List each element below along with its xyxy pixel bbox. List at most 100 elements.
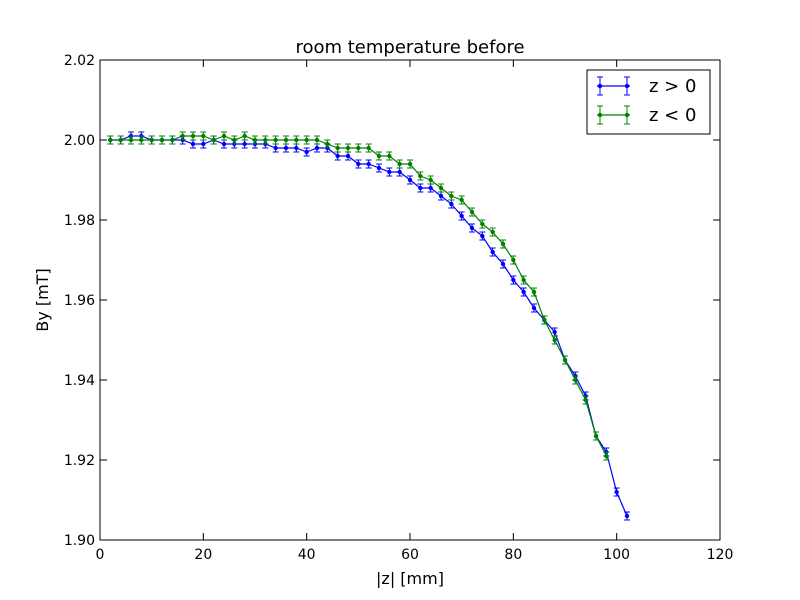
data-point	[170, 137, 175, 143]
data-point	[283, 137, 289, 143]
data-point	[304, 149, 309, 155]
data-point	[366, 161, 371, 167]
legend-entry: z > 0	[597, 76, 696, 97]
data-point	[583, 397, 588, 403]
legend-label: z < 0	[649, 105, 696, 126]
data-point	[314, 145, 320, 151]
data-point	[397, 161, 402, 167]
x-tick-label: 0	[96, 547, 105, 563]
data-point	[500, 241, 506, 247]
data-point	[304, 137, 309, 143]
legend-marker	[597, 83, 603, 89]
data-point	[531, 289, 537, 295]
data-point	[232, 137, 237, 143]
data-point	[407, 161, 413, 167]
legend-entry: z < 0	[597, 105, 696, 126]
data-point	[128, 137, 134, 143]
x-tick-label: 20	[194, 547, 212, 563]
series-z-positive	[107, 131, 630, 521]
data-point	[521, 277, 526, 283]
data-point	[480, 233, 485, 239]
data-point	[211, 137, 216, 143]
data-point	[335, 153, 340, 159]
data-point	[573, 377, 578, 383]
data-point	[397, 169, 402, 175]
data-point	[325, 141, 330, 147]
legend-marker	[624, 83, 630, 89]
data-point	[428, 177, 433, 183]
data-point	[418, 185, 423, 191]
data-point	[345, 153, 351, 159]
plot-frame	[99, 59, 721, 541]
x-tick-label: 100	[603, 547, 630, 563]
data-point	[387, 169, 392, 175]
data-point	[407, 177, 413, 183]
data-point	[490, 229, 495, 235]
data-point	[552, 337, 557, 343]
data-point	[624, 513, 630, 519]
data-point	[118, 137, 123, 143]
data-point	[469, 209, 475, 215]
data-point	[335, 145, 340, 151]
data-point	[221, 133, 227, 139]
x-tick-label: 120	[707, 547, 734, 563]
data-point	[562, 357, 568, 363]
legend-marker	[597, 112, 603, 118]
data-point	[531, 305, 537, 311]
data-point	[604, 453, 609, 459]
data-point	[356, 145, 361, 151]
series-z-negative	[107, 131, 610, 461]
data-point	[552, 329, 557, 335]
data-point	[500, 261, 506, 267]
legend-marker	[624, 112, 630, 118]
y-tick-label: 1.98	[64, 213, 95, 229]
data-point	[490, 249, 495, 255]
x-axis-label: |z| [mm]	[376, 569, 444, 588]
data-point	[356, 161, 361, 167]
data-point	[366, 145, 371, 151]
data-point	[438, 185, 444, 191]
data-point	[263, 137, 268, 143]
data-point	[190, 133, 196, 139]
data-point	[345, 145, 351, 151]
data-point	[242, 133, 247, 139]
ticks-layer: 0 20 40 60 80 100 120 1.90 1.92 1.94 1.96 1.98 2.00 2…	[64, 53, 734, 563]
data-point	[418, 173, 423, 179]
data-point	[459, 213, 464, 219]
data-point	[469, 225, 475, 231]
data-point	[149, 137, 154, 143]
data-point	[221, 141, 227, 147]
data-point	[314, 137, 320, 143]
series-layer	[107, 131, 630, 521]
data-point	[614, 489, 619, 495]
data-point	[283, 145, 289, 151]
data-point	[294, 137, 299, 143]
y-tick-label: 1.92	[64, 453, 95, 469]
data-point	[201, 133, 206, 139]
data-point	[449, 201, 454, 207]
data-point	[159, 137, 165, 143]
legend: z > 0 z < 0	[586, 69, 711, 135]
x-tick-label: 60	[401, 547, 419, 563]
y-tick-label: 2.00	[64, 133, 95, 149]
data-point	[511, 257, 516, 263]
data-point	[180, 133, 185, 139]
data-point	[542, 317, 547, 323]
data-point	[593, 433, 599, 439]
y-tick-label: 1.94	[64, 373, 95, 389]
data-point	[273, 145, 278, 151]
legend-label: z > 0	[649, 76, 696, 97]
data-point	[294, 145, 299, 151]
data-point	[190, 141, 196, 147]
data-point	[511, 277, 516, 283]
data-point	[521, 289, 526, 295]
data-point	[459, 197, 464, 203]
data-point	[273, 137, 278, 143]
data-point	[480, 221, 485, 227]
data-point	[449, 193, 454, 199]
data-point	[376, 165, 382, 171]
data-point	[438, 193, 444, 199]
data-point	[242, 141, 247, 147]
x-tick-label: 80	[504, 547, 522, 563]
